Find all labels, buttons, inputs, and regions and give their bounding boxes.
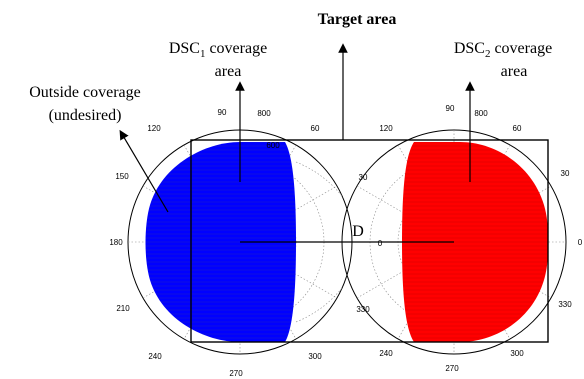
left-angle-180: 180	[109, 238, 123, 247]
right-angle-90: 90	[446, 104, 455, 113]
outside-arrow	[119, 129, 169, 213]
dsc2-label-line2: area	[501, 63, 528, 80]
right-angle-120: 120	[379, 124, 393, 133]
left-angle-120: 120	[147, 124, 161, 133]
left-angle-240: 240	[148, 352, 162, 361]
left-radius-800: 800	[257, 109, 271, 118]
inner-angle-30: 30	[359, 173, 368, 182]
distance-label: D	[352, 223, 364, 240]
dsc2-coverage-region	[402, 142, 549, 342]
right-radius-800: 800	[474, 109, 488, 118]
right-angle-0: 0	[578, 238, 583, 247]
left-angle-90: 90	[218, 108, 227, 117]
left-angle-270: 270	[229, 369, 243, 378]
right-angle-270: 270	[445, 364, 459, 373]
outside-label: Outside coverage	[29, 84, 141, 101]
left-angle-210: 210	[116, 304, 130, 313]
dsc1-label-line2: area	[215, 63, 242, 80]
right-angle-300: 300	[510, 349, 524, 358]
left-radius-600: 600	[266, 141, 280, 150]
right-angle-240: 240	[379, 349, 393, 358]
inner-angle-330: 330	[356, 305, 370, 314]
left-angle-60: 60	[311, 124, 320, 133]
overlap-grid	[295, 161, 346, 323]
right-angle-330: 330	[558, 300, 572, 309]
right-angle-60: 60	[513, 124, 522, 133]
target-area-title: Target area	[318, 11, 397, 28]
dsc1-label: DSC1 coverage	[169, 40, 267, 60]
inner-angle-0: 0	[378, 239, 383, 248]
target-area-rect	[190, 139, 549, 343]
dsc2-label: DSC2 coverage	[454, 40, 552, 60]
outside-label-line2: (undesired)	[49, 107, 122, 124]
right-angle-30: 30	[561, 169, 570, 178]
dsc1-coverage-region	[145, 142, 296, 342]
left-angle-150: 150	[115, 172, 129, 181]
left-angle-300: 300	[308, 352, 322, 361]
